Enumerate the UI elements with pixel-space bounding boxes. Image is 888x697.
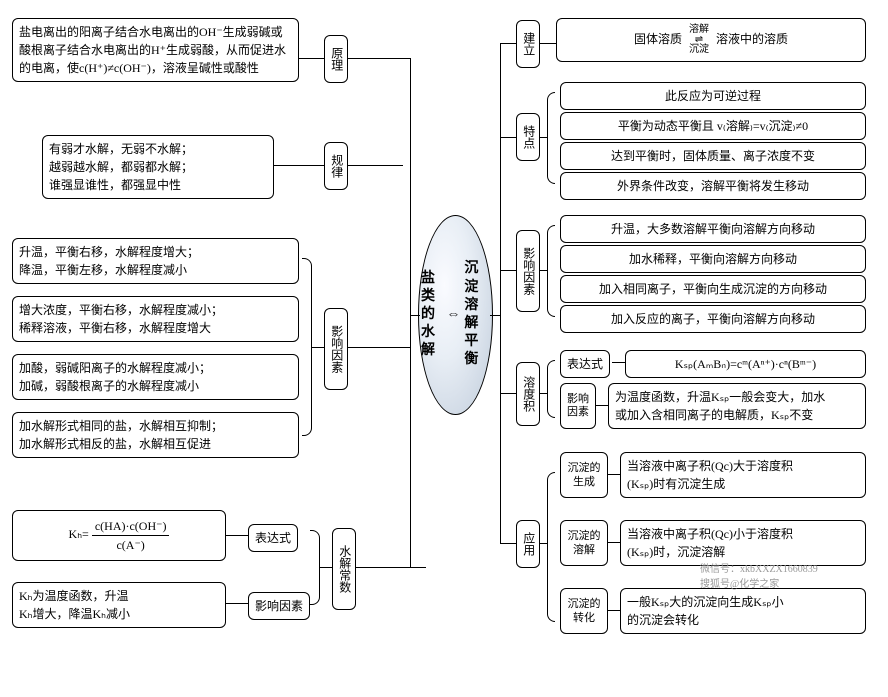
center-right-char: 沉淀溶解平衡: [464, 260, 490, 369]
kh-lhs: Kₕ=: [69, 527, 89, 541]
establish-box: 固体溶质 溶解 ⇌ 沉淀 溶液中的溶质: [556, 18, 866, 62]
ksp-bracket: [547, 360, 555, 418]
center-left-char: 盐类的水解: [421, 270, 442, 361]
connector: [596, 405, 608, 406]
kh-label: 水解常数: [332, 528, 356, 610]
rules-box: 有弱才水解，无弱不水解； 越弱越水解，都弱都水解； 谁强显谁性，都强显中性: [42, 135, 274, 199]
rfactor-t2: 加水稀释，平衡向溶解方向移动: [560, 245, 866, 273]
connector: [348, 347, 410, 348]
connector: [348, 58, 410, 59]
connector: [226, 535, 248, 536]
apply-label: 应用: [516, 520, 540, 568]
establish-post: 溶液中的溶质: [716, 32, 788, 46]
connector: [299, 58, 324, 59]
ksp-label: 溶度积: [516, 362, 540, 426]
factor-bracket: [302, 258, 312, 436]
factor-box-2: 增大浓度，平衡右移，水解程度减小； 稀释溶液，平衡右移，水解程度增大: [12, 296, 299, 342]
connector: [312, 347, 324, 348]
kh-expr-label: 表达式: [248, 524, 298, 552]
center-ellipse: 盐类的水解 ⇔ 沉淀溶解平衡: [418, 215, 493, 415]
connector: [540, 43, 556, 44]
factor-box-4: 加水解形式相同的盐，水解相互抑制； 加水解形式相反的盐，水解相互促进: [12, 412, 299, 458]
left-trunk: [410, 58, 411, 568]
kh-expr-box: Kₕ= c(HA)·c(OH⁻) c(A⁻): [12, 510, 226, 561]
connector: [500, 270, 516, 271]
apply-trans-box: 一般Kₛₚ大的沉淀向生成Kₛₚ小 的沉淀会转化: [620, 588, 866, 634]
connector: [500, 137, 516, 138]
features-t4: 外界条件改变，溶解平衡将发生移动: [560, 172, 866, 200]
rfactor-t3: 加入相同离子，平衡向生成沉淀的方向移动: [560, 275, 866, 303]
connector: [348, 165, 403, 166]
rules-l2: 越弱越水解，都弱都水解；: [49, 158, 267, 176]
kh-fac-label: 影响因素: [248, 592, 310, 620]
apply-gen-box: 当溶液中离子积(Qc)大于溶度积 (Kₛₚ)时有沉淀生成: [620, 452, 866, 498]
rules-l1: 有弱才水解，无弱不水解；: [49, 140, 267, 158]
connector: [274, 165, 324, 166]
apply-gen-label: 沉淀的生成: [560, 452, 608, 498]
factor-box-3: 加酸，弱碱阳离子的水解程度减小； 加碱，弱酸根离子的水解程度减小: [12, 354, 299, 400]
connector: [500, 543, 516, 544]
rfactor-label: 影响因素: [516, 230, 540, 312]
connector: [500, 393, 516, 394]
connector: [540, 393, 547, 394]
connector: [612, 362, 625, 363]
connector: [608, 542, 620, 543]
establish-pre: 固体溶质: [634, 32, 682, 46]
rules-label: 规律: [324, 142, 348, 190]
factor-label: 影响因素: [324, 308, 348, 390]
principle-label: 原理: [324, 35, 348, 83]
connector: [540, 270, 547, 271]
connector: [410, 315, 420, 316]
kh-bracket: [310, 530, 320, 605]
connector: [356, 567, 426, 568]
principle-text: 盐电离出的阳离子结合水电离出的OH⁻生成弱碱或酸根离子结合水电离出的H⁺生成弱酸…: [19, 25, 286, 75]
establish-bot: 沉淀: [689, 45, 709, 55]
rules-l3: 谁强显谁性，都强显中性: [49, 176, 267, 194]
ksp-expr-box: Kₛₚ(AₘBₙ)=cᵐ(Aⁿ⁺)·cⁿ(Bᵐ⁻): [625, 350, 866, 378]
right-trunk: [500, 43, 501, 543]
center-arrow: ⇔: [446, 307, 460, 323]
rfactor-bracket: [547, 225, 555, 317]
apply-trans-label: 沉淀的转化: [560, 588, 608, 634]
features-t3: 达到平衡时，固体质量、离子浓度不变: [560, 142, 866, 170]
apply-dis-label: 沉淀的溶解: [560, 520, 608, 566]
features-t2: 平衡为动态平衡且 v₍溶解₎=v₍沉淀₎≠0: [560, 112, 866, 140]
connector: [608, 610, 620, 611]
connector: [226, 603, 248, 604]
connector: [608, 474, 620, 475]
connector: [500, 43, 516, 44]
ksp-fac-box: 为温度函数，升温Kₛₚ一般会变大，加水 或加入含相同离子的电解质，Kₛₚ不变: [608, 383, 866, 429]
kh-fac-box: Kₕ为温度函数，升温 Kₕ增大，降温Kₕ减小: [12, 582, 226, 628]
features-label: 特点: [516, 113, 540, 161]
connector: [540, 137, 547, 138]
connector: [320, 567, 332, 568]
kh-den: c(A⁻): [92, 536, 170, 554]
features-t1: 此反应为可逆过程: [560, 82, 866, 110]
factor-box-1: 升温，平衡右移，水解程度增大； 降温，平衡左移，水解程度减小: [12, 238, 299, 284]
connector: [490, 315, 500, 316]
watermark: 微信号：xkbXXZX1660839 搜狐号@化学之家: [700, 560, 818, 590]
kh-num: c(HA)·c(OH⁻): [92, 517, 170, 536]
connector: [540, 543, 547, 544]
rfactor-t1: 升温，大多数溶解平衡向溶解方向移动: [560, 215, 866, 243]
principle-box: 盐电离出的阳离子结合水电离出的OH⁻生成弱碱或酸根离子结合水电离出的H⁺生成弱酸…: [12, 18, 299, 82]
apply-bracket: [547, 472, 555, 622]
rfactor-t4: 加入反应的离子，平衡向溶解方向移动: [560, 305, 866, 333]
ksp-expr-label: 表达式: [560, 350, 610, 378]
ksp-fac-label: 影响因素: [560, 383, 596, 429]
establish-label: 建立: [516, 20, 540, 68]
features-bracket: [547, 92, 555, 184]
